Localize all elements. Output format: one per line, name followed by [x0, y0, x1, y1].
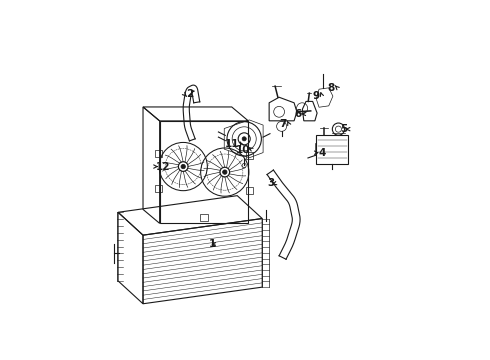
Text: 10: 10	[236, 145, 250, 155]
Text: 6: 6	[294, 109, 302, 119]
Text: 5: 5	[341, 124, 347, 134]
Text: 12: 12	[156, 162, 171, 172]
Text: 1: 1	[209, 239, 216, 249]
Text: 8: 8	[328, 82, 335, 93]
Circle shape	[181, 165, 185, 169]
Text: 9: 9	[313, 91, 320, 101]
Circle shape	[222, 170, 227, 174]
Circle shape	[242, 137, 246, 141]
Text: 7: 7	[279, 118, 287, 129]
Text: 3: 3	[267, 178, 274, 188]
Text: 11: 11	[225, 139, 240, 149]
Text: 4: 4	[318, 148, 325, 158]
Text: 2: 2	[187, 90, 194, 99]
